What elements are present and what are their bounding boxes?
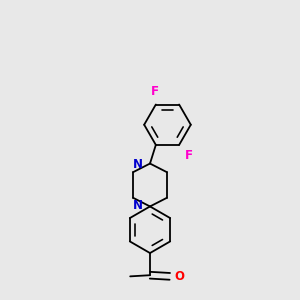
Text: F: F [185, 148, 193, 162]
Text: N: N [133, 158, 142, 171]
Text: O: O [175, 270, 185, 283]
Text: N: N [133, 199, 142, 212]
Text: F: F [151, 85, 159, 98]
